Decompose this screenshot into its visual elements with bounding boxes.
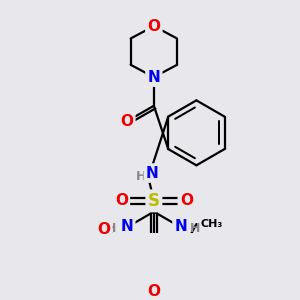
Text: S: S	[148, 192, 160, 210]
Text: O: O	[97, 222, 110, 237]
Text: N: N	[175, 219, 187, 234]
Text: O: O	[147, 284, 161, 299]
Text: H: H	[106, 222, 116, 235]
Text: N: N	[148, 70, 160, 85]
Text: O: O	[115, 194, 128, 208]
Text: CH₃: CH₃	[200, 219, 223, 229]
Text: N: N	[121, 219, 133, 234]
Text: O: O	[120, 114, 133, 129]
Text: O: O	[180, 194, 193, 208]
Text: O: O	[147, 19, 161, 34]
Text: N: N	[146, 166, 159, 181]
Text: H: H	[136, 169, 146, 183]
Text: H: H	[190, 222, 200, 235]
